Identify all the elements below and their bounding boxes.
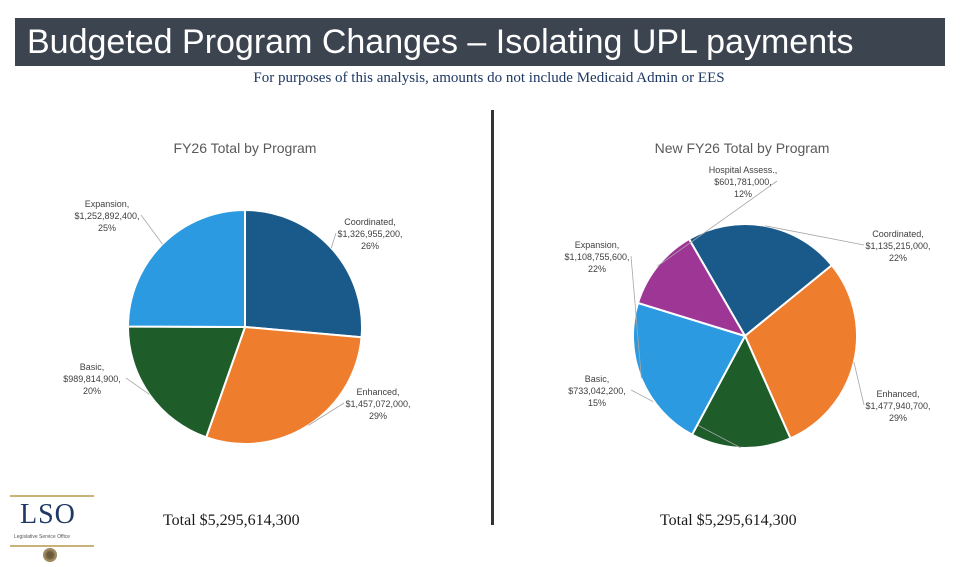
- logo-rule-top: [10, 495, 94, 497]
- slide-title: Budgeted Program Changes – Isolating UPL…: [15, 18, 945, 66]
- leader-line-hospital-assess: [657, 180, 778, 267]
- slice-label-basic: Basic, $989,814,900, 20%: [63, 362, 121, 396]
- slice-label-enhanced: Enhanced, $1,457,072,000, 29%: [345, 387, 410, 421]
- slide-subtitle: For purposes of this analysis, amounts d…: [253, 70, 725, 86]
- logo-rule-bottom: [10, 545, 94, 547]
- total-label-new-fy26: Total $5,295,614,300: [660, 512, 797, 529]
- slice-label-basic: Basic, $733,042,200, 15%: [568, 374, 626, 408]
- total-label-fy26: Total $5,295,614,300: [163, 512, 300, 529]
- logo-subtext: Legislative Service Office: [14, 534, 71, 540]
- slice-label-enhanced: Enhanced, $1,477,940,700, 29%: [865, 389, 930, 423]
- pie-slice-expansion: [631, 301, 747, 437]
- leader-line-expansion: [630, 255, 642, 379]
- logo-text: LSO: [20, 499, 76, 530]
- leader-line-coordinated: [765, 225, 865, 246]
- slice-label-expansion: Expansion, $1,252,892,400, 25%: [74, 199, 139, 233]
- leader-line-enhanced: [308, 402, 345, 426]
- lso-logo: LSO Legislative Service Office: [10, 495, 94, 563]
- slice-label-coordinated: Coordinated, $1,326,955,200, 26%: [337, 217, 402, 251]
- pie-chart-new-fy26: New FY26 Total by Program Coordinated, $1,…: [564, 140, 931, 449]
- slice-label-expansion: Expansion, $1,108,755,600, 22%: [564, 240, 629, 274]
- pie-slice-basic: [690, 333, 792, 449]
- logo-seal-icon: [43, 548, 57, 562]
- leader-line-coordinated: [330, 232, 337, 249]
- pie-chart-fy26: FY26 Total by Program Coordinated, $1,326,…: [63, 140, 411, 445]
- leader-line-enhanced: [853, 361, 865, 406]
- chart-title: New FY26 Total by Program: [655, 140, 830, 156]
- pie-slice-expansion: [126, 208, 246, 329]
- pie-slice-enhanced: [204, 325, 363, 445]
- slice-label-hospital-assess: Hospital Assess., $601,781,000, 12%: [709, 165, 778, 199]
- chart-divider: [491, 110, 494, 525]
- slice-label-coordinated: Coordinated, $1,135,215,000, 22%: [865, 229, 930, 263]
- leader-line-basic: [125, 377, 150, 395]
- leader-line-expansion: [140, 214, 163, 245]
- chart-title: FY26 Total by Program: [174, 140, 317, 156]
